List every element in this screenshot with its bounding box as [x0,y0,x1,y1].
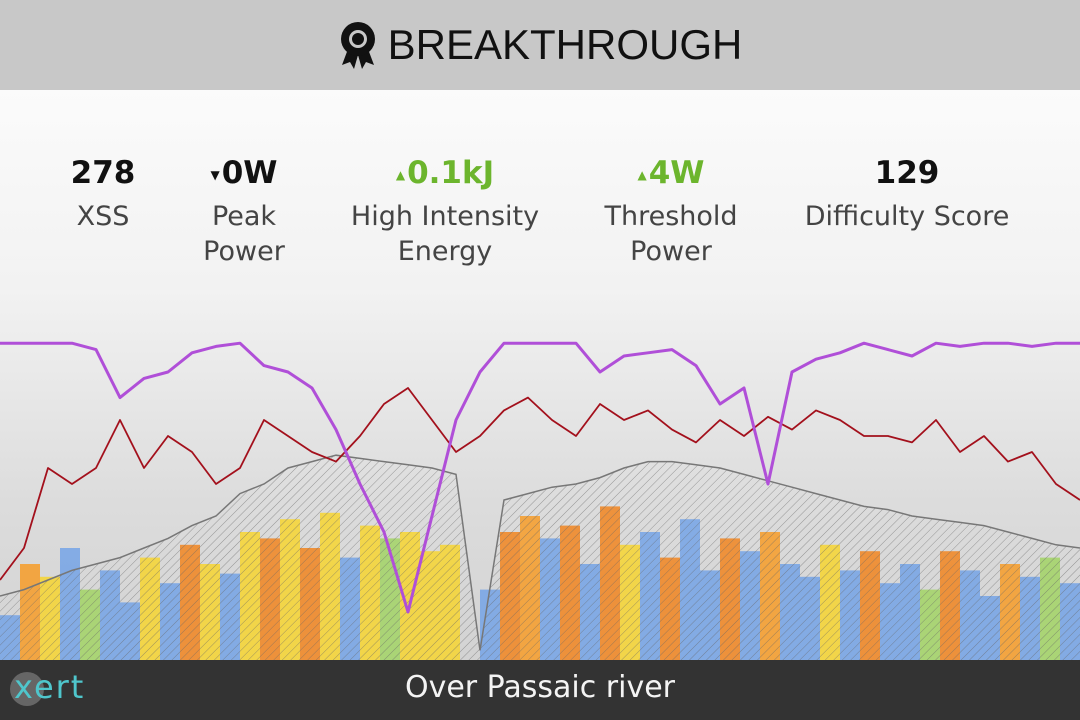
stat: ▼0W Peak Power [189,155,299,269]
series-line [0,341,1080,614]
stat-label: XSS [76,201,130,232]
stat: 278 XSS [43,155,163,234]
ribbon-icon [340,22,375,69]
stat-value-text: 4W [648,155,705,191]
logo: xert [14,668,86,706]
trend-arrow: ▼ [210,167,220,182]
footer: xert Over Passaic river [0,660,1080,720]
stat-label: Difficulty Score [804,201,1010,232]
stat-value-text: 278 [70,155,136,191]
trend-arrow: ▲ [637,167,647,182]
stat-value: 129 [777,155,1037,199]
stat: ▲0.1kJ High Intensity Energy [335,155,555,269]
stat-label: Threshold Power [604,201,738,267]
stat-label: Peak Power [203,201,285,267]
stat-value-text: 129 [874,155,940,191]
stat: ▲4W Threshold Power [596,155,746,269]
elevation-area [0,455,1080,660]
stat-value: ▲4W [596,155,746,199]
stat-value: ▼0W [189,155,299,199]
stat: 129 Difficulty Score [777,155,1037,234]
stat-value-text: 0W [221,155,278,191]
footer-title: Over Passaic river [404,670,676,705]
series-line [0,387,1080,581]
header-title: BREAKTHROUGH [387,21,743,68]
stat-value: ▲0.1kJ [335,155,555,199]
stat-value-text: 0.1kJ [407,155,495,191]
header: BREAKTHROUGH [0,0,1080,90]
logo-circle [10,672,44,706]
stat-value: 278 [43,155,163,199]
stat-label: High Intensity Energy [350,201,540,267]
trend-arrow: ▲ [395,167,406,182]
elevation-line [0,454,1080,651]
